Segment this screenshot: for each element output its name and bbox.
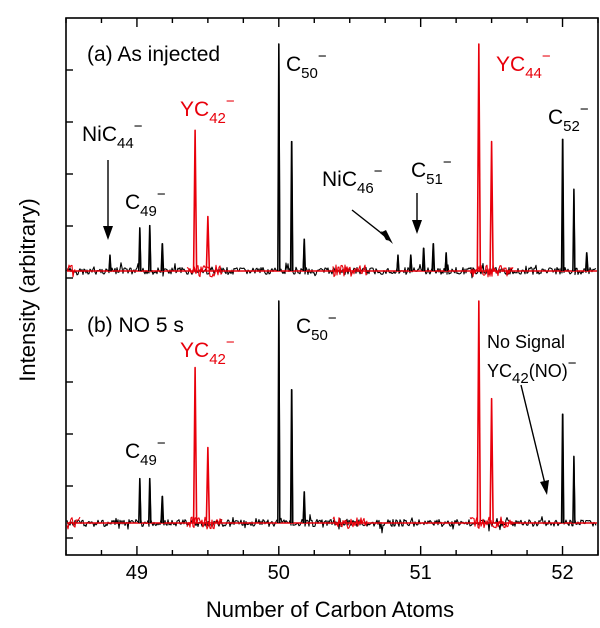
black-peak-panel-b-6 [560,413,565,524]
black-peak-panel-b-5 [302,491,307,524]
black-peak-panel-a-13 [572,188,576,272]
black-peak-panel-b-4 [289,389,294,524]
annotation-a-c52: C52− [548,101,589,135]
plot-frame [65,17,599,556]
trace-black-panel-a [66,43,597,279]
no-signal-species: YC42(NO)− [487,355,577,387]
annotation-a-c49: C49− [125,186,166,220]
red-noise-panel-a-2 [332,264,368,278]
red-peak-panel-a-1 [205,215,211,272]
red-peak-panel-b-0 [192,366,198,524]
arrow-b-no-signal [520,384,549,495]
arrow-a-nic44 [103,160,113,240]
red-peak-panel-b-1 [205,446,211,524]
red-noise-panel-b-2 [332,516,368,530]
black-peak-panel-b-1 [147,477,152,524]
annotation-a-nic46: NiC46− [322,163,383,197]
x-tick-label: 51 [410,562,432,584]
annotation-b-c50: C50− [296,310,337,344]
black-peak-panel-a-4 [277,43,281,272]
black-peak-panel-a-12 [560,138,565,272]
annotation-b-yc42: YC42− [180,334,235,368]
x-tick-label: 49 [126,562,148,584]
black-peak-panel-a-2 [147,224,152,272]
red-peak-panel-a-2 [476,43,482,272]
red-peak-panel-b-2 [476,300,482,524]
annotation-a-nic44: NiC44− [82,118,143,152]
axis-ticks: 49 50 51 52 [65,18,599,584]
panel-a-label: (a) As injected [87,43,220,66]
x-tick-label: 50 [268,562,290,584]
black-peak-panel-a-1 [138,227,142,272]
red-noise-panel-b-0 [66,516,81,530]
black-peak-panel-b-2 [160,495,165,524]
y-axis-title: Intensity (arbitrary) [15,198,40,381]
red-noise-panel-b-1 [186,516,223,530]
black-peak-panel-a-14 [584,252,589,272]
red-peak-panel-a-3 [489,140,494,272]
black-peak-panel-a-5 [289,140,294,272]
traces [66,43,597,534]
black-peak-panel-b-0 [138,477,142,524]
red-noise-panel-a-0 [66,264,76,278]
annotation-a-c51: C51− [411,154,452,188]
black-peak-panel-a-11 [444,252,448,272]
black-peak-panel-a-3 [160,243,165,272]
no-signal-label: No Signal [487,332,565,352]
x-axis-title: Number of Carbon Atoms [206,597,454,622]
trace-black-panel-b [66,300,597,534]
black-peak-panel-b-7 [572,455,576,524]
red-peak-panel-b-3 [489,397,494,524]
black-peak-panel-a-8 [408,254,413,272]
annotation-a-c50: C50− [286,48,327,82]
red-noise-panel-a-1 [186,264,223,278]
black-peak-panel-a-0 [108,254,112,272]
x-tick-label: 52 [551,562,573,584]
panel-b-label: (b) NO 5 s [87,314,184,337]
arrow-a-c51 [412,193,422,234]
black-peak-panel-a-7 [396,254,400,272]
red-peak-panel-a-0 [192,129,198,272]
black-peak-panel-a-6 [302,238,307,272]
annotation-a-yc42: YC42− [180,93,235,127]
black-peak-panel-a-9 [421,247,426,272]
annotation-b-c49: C49− [125,435,166,469]
black-peak-panel-a-10 [431,243,436,272]
arrow-a-nic46 [351,209,393,244]
annotation-a-yc44: YC44− [496,48,551,82]
black-peak-panel-b-3 [277,300,281,524]
